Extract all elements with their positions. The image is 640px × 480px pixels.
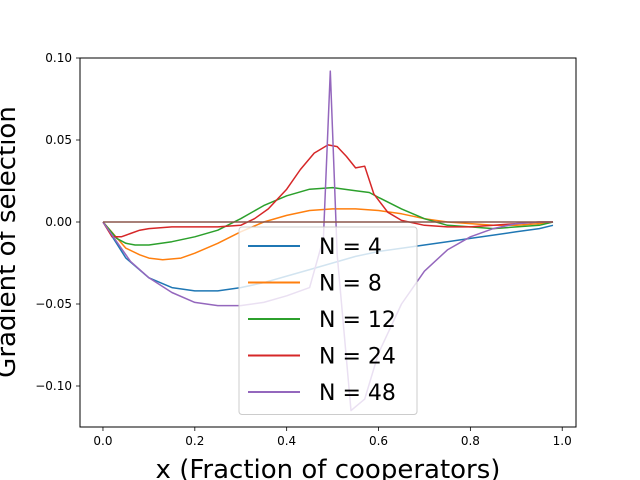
- ticks-layer: 0.0 0.2 0.4 0.6 0.8 1.0 0.10 0.05 0.00 −0.05 −0.10: [35, 51, 572, 448]
- legend-label: N = 8: [319, 272, 382, 297]
- series-line-1: [102, 208, 554, 261]
- legend-label: N = 4: [319, 235, 382, 260]
- legend-box: [238, 226, 418, 415]
- y-tick-label: 0.00: [45, 215, 72, 229]
- legend-label: N = 48: [319, 381, 396, 406]
- x-tick-label: 0.2: [185, 434, 204, 448]
- y-tick-label: −0.10: [35, 379, 72, 393]
- legend-label: N = 24: [319, 345, 396, 370]
- y-tick-label: 0.05: [45, 133, 72, 147]
- x-axis-label: x (Fraction of cooperators): [156, 455, 501, 480]
- x-tick-label: 0.0: [93, 434, 112, 448]
- series-line-4: [102, 70, 553, 412]
- legend-label: N = 12: [319, 308, 396, 333]
- x-tick-label: 0.4: [277, 434, 296, 448]
- x-tick-label: 0.8: [461, 434, 480, 448]
- y-axis-label: Gradient of selection: [0, 106, 22, 378]
- series-line-3: [102, 144, 553, 238]
- y-tick-label: −0.05: [35, 297, 72, 311]
- y-tick-label: 0.10: [45, 51, 72, 65]
- series-layer: [102, 70, 554, 412]
- plot-frame: [79, 57, 577, 428]
- x-tick-label: 0.6: [369, 434, 388, 448]
- legend: N = 4 N = 8 N = 12 N = 24 N = 48: [238, 226, 418, 415]
- x-tick-label: 1.0: [553, 434, 572, 448]
